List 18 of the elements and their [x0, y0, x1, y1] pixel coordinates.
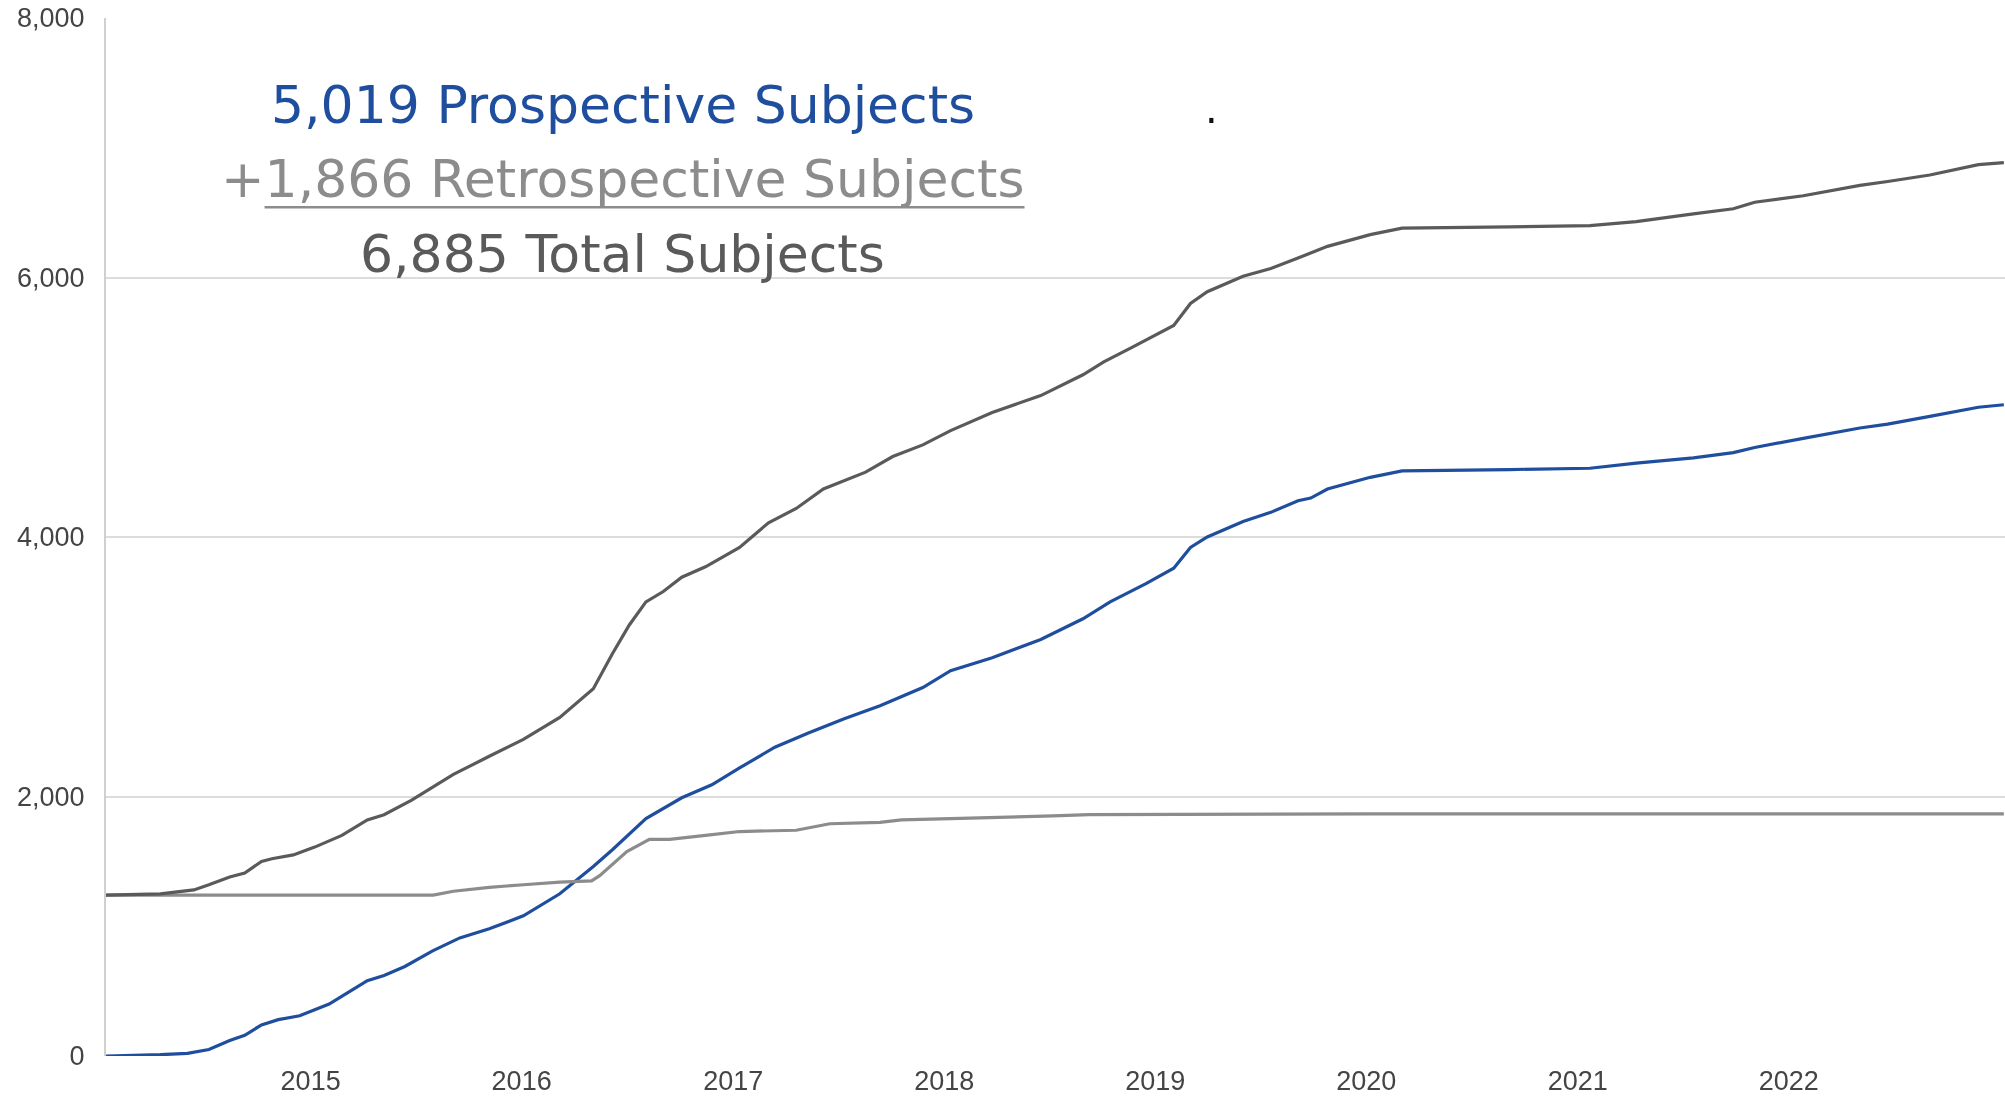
text: 5,019 Prospective Subjects: [271, 75, 976, 135]
x-tick-label: 2019: [1125, 1066, 1186, 1096]
y-tick-label: 8,000: [17, 3, 85, 34]
x-tick-label: 2020: [1336, 1066, 1397, 1096]
y-tick-label: 0: [69, 1041, 85, 1072]
y-tick-label: 4,000: [17, 522, 85, 553]
x-tick-label: 2017: [703, 1066, 764, 1096]
y-tick-label: 6,000: [17, 262, 85, 293]
x-tick-label: 2016: [491, 1066, 552, 1096]
text: +1,866 Retrospective Subjects: [221, 149, 1025, 209]
x-tick-label: 2021: [1547, 1066, 1608, 1096]
y-tick-label: 2,000: [17, 781, 85, 812]
x-tick-label: 2022: [1758, 1066, 1819, 1096]
line-series: [106, 403, 2005, 1056]
annotation: .: [1205, 86, 1218, 132]
x-tick-label: 2015: [280, 1066, 341, 1096]
text: 6,885 Total Subjects: [360, 224, 885, 284]
x-tick-label: 2018: [914, 1066, 975, 1096]
